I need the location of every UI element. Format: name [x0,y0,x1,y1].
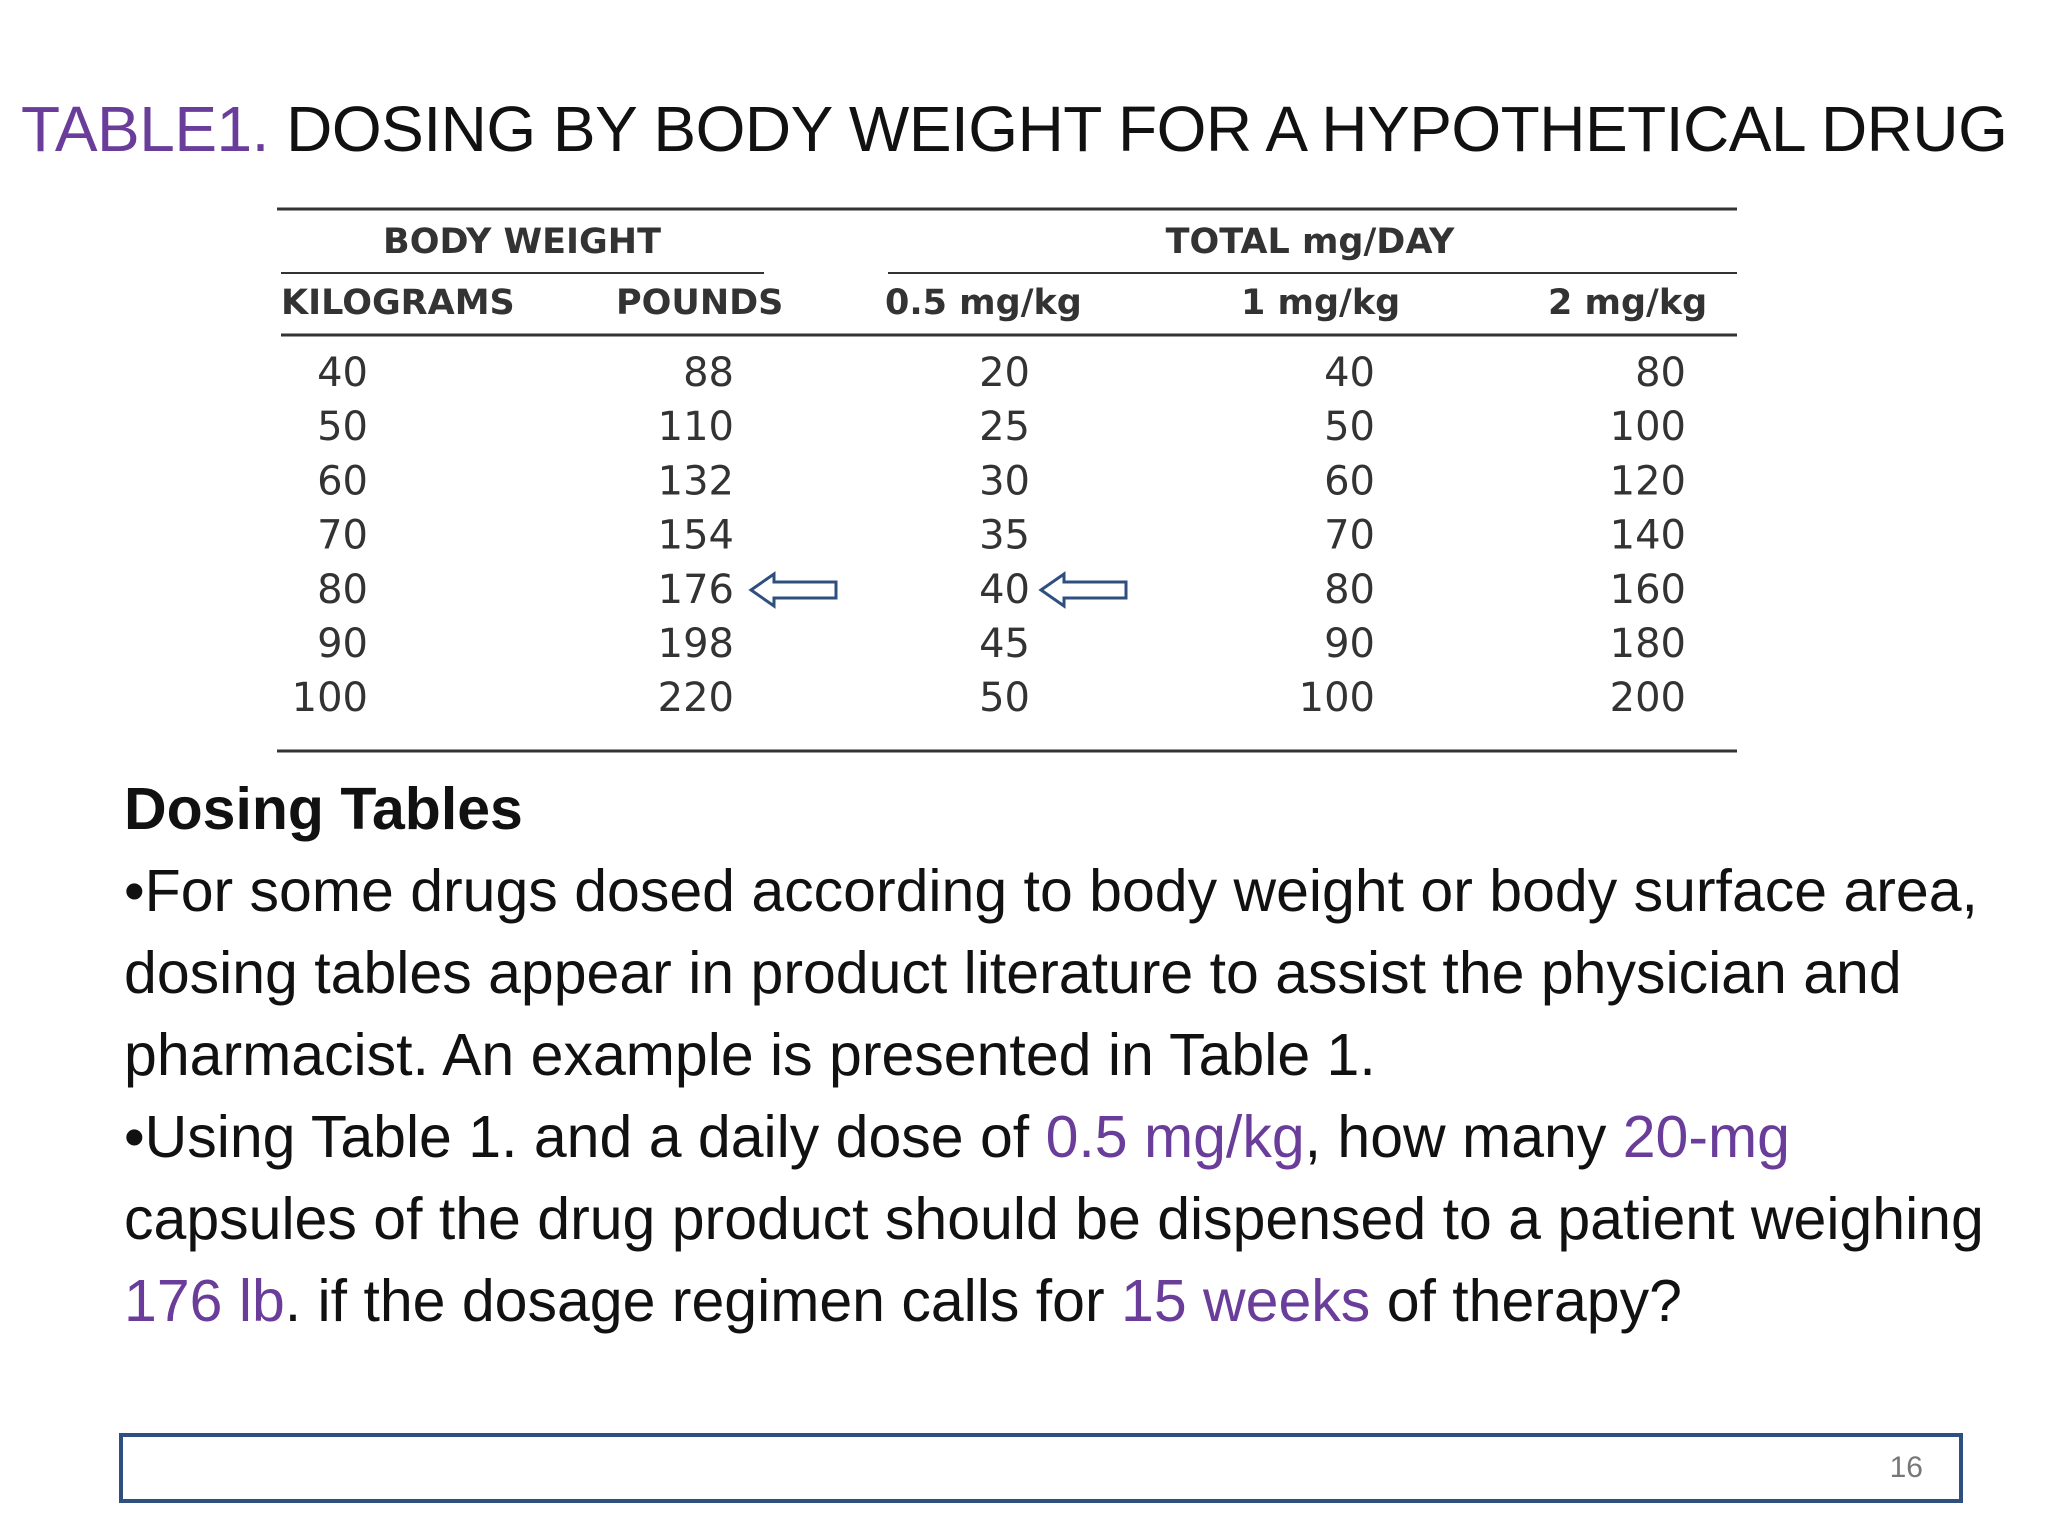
table-cell: 80 [1635,350,1686,396]
table-cell: 198 [658,621,734,667]
table-cell: 80 [317,567,368,613]
table-cell: 154 [658,513,734,559]
text-run: •Using Table 1. and a daily dose of [124,1104,1046,1170]
table-cell: 180 [1610,621,1686,667]
table-cell: 100 [292,675,368,721]
table-cell: 100 [1299,675,1375,721]
dosing-table: BODY WEIGHT TOTAL mg/DAY KILOGRAMS POUNDS… [277,207,1737,753]
title-tag: TABLE1. [21,93,269,165]
table-cell: 30 [979,458,1030,504]
heading: Dosing Tables [124,776,523,842]
table-cell: 35 [979,513,1030,559]
table-cell: 45 [979,621,1030,667]
paragraph: •For some drugs dosed according to body … [124,858,1978,1088]
arrow [748,571,838,609]
slide-body: Dosing Tables •For some drugs dosed acco… [124,768,2004,1342]
highlight-run: 20-mg [1622,1104,1790,1170]
text-run: , how many [1304,1104,1623,1170]
table-cell: 90 [317,621,368,667]
column-header: 0.5 mg/kg [885,283,1082,323]
table-cell: 70 [1324,513,1375,559]
table-cell: 25 [979,404,1030,450]
table-cell: 80 [1324,567,1375,613]
table-cell: 140 [1610,513,1686,559]
group-header: TOTAL mg/DAY [1166,222,1455,262]
group-header: BODY WEIGHT [383,222,661,262]
text-run: . if the dosage regimen calls for [284,1268,1122,1334]
table-cell: 88 [683,350,734,396]
table-cell: 132 [658,458,734,504]
highlight-run: 15 weeks [1121,1268,1371,1334]
table-cell: 100 [1610,404,1686,450]
slide-title: TABLE1. DOSING BY BODY WEIGHT FOR A HYPO… [21,92,2008,166]
table-cell: 160 [1610,567,1686,613]
table-cell: 176 [658,567,734,613]
column-header: 1 mg/kg [1241,283,1400,323]
text-run: of therapy? [1370,1268,1682,1334]
table-cell: 70 [317,513,368,559]
page-number: 16 [1889,1451,1923,1484]
paragraph: •Using Table 1. and a daily dose of 0.5 … [124,1096,2004,1342]
arrow [1038,571,1128,609]
table-cell: 40 [1324,350,1375,396]
table-cell: 220 [658,675,734,721]
column-header: 2 mg/kg [1548,283,1707,323]
highlight-run: 0.5 mg/kg [1045,1104,1305,1170]
highlight-run: 176 lb [124,1268,285,1334]
column-header: KILOGRAMS [281,283,515,323]
table-cell: 50 [1324,404,1375,450]
title-text: DOSING BY BODY WEIGHT FOR A HYPOTHETICAL… [268,93,2008,165]
table-cell: 110 [658,404,734,450]
table-cell: 40 [979,567,1030,613]
column-header: POUNDS [616,283,783,323]
table-cell: 60 [317,458,368,504]
text-run: capsules of the drug product should be d… [124,1186,1984,1252]
table-cell: 120 [1610,458,1686,504]
table-cell: 40 [317,350,368,396]
table-cell: 20 [979,350,1030,396]
footer-box: 16 [119,1433,1963,1503]
table-cell: 50 [317,404,368,450]
table-cell: 50 [979,675,1030,721]
table-cell: 90 [1324,621,1375,667]
table-cell: 200 [1610,675,1686,721]
table-cell: 60 [1324,458,1375,504]
